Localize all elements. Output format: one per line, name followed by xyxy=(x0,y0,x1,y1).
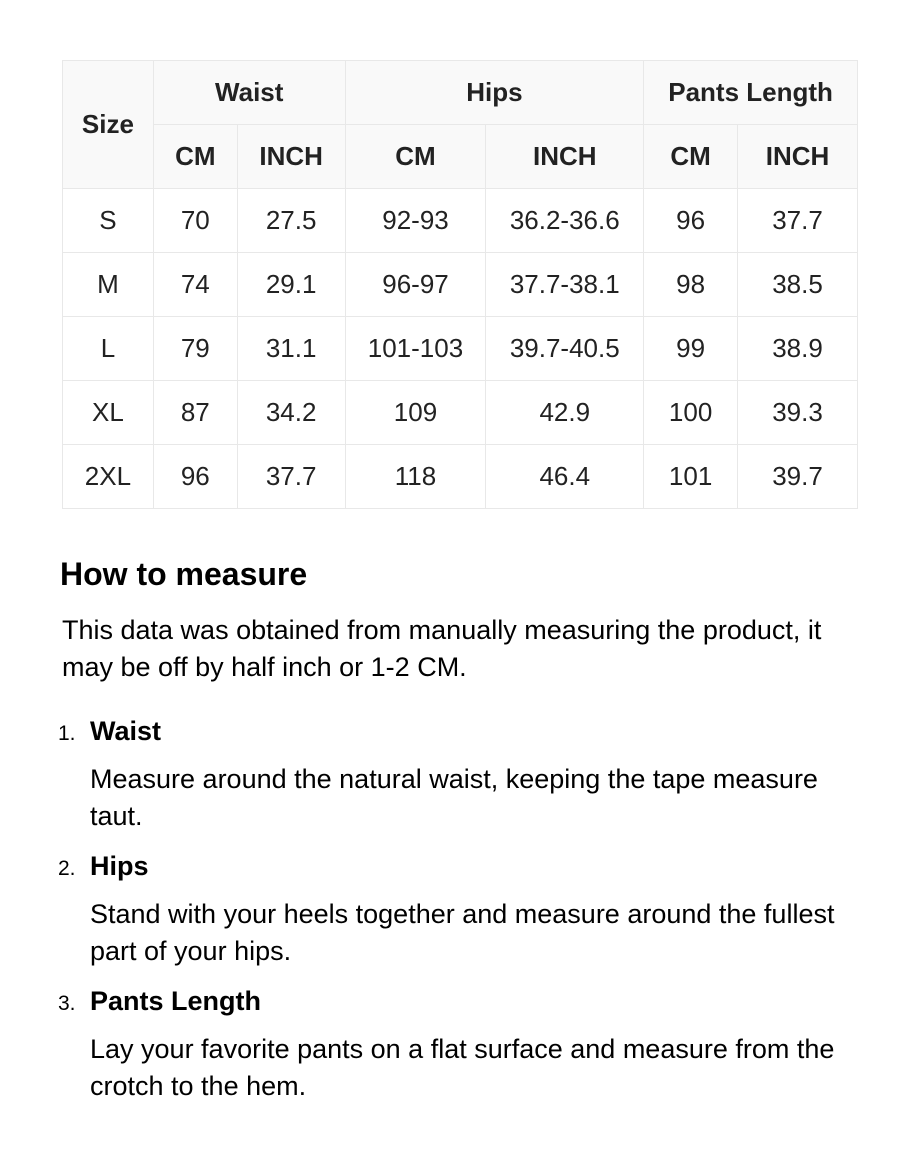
col-header-pants-cm: CM xyxy=(643,124,739,189)
table-row-2xl: 2XL 96 37.7 118 46.4 101 39.7 xyxy=(62,444,858,509)
pants-inch-value: 39.7 xyxy=(737,444,858,509)
size-label: S xyxy=(62,188,154,253)
step-number: 1. xyxy=(58,722,76,745)
measure-steps-list: 1. Waist Measure around the natural wais… xyxy=(58,713,858,1105)
hips-cm-value: 118 xyxy=(344,444,487,509)
waist-inch-value: 34.2 xyxy=(236,380,346,445)
step-number: 3. xyxy=(58,992,76,1015)
pants-cm-value: 96 xyxy=(643,188,739,253)
size-label: XL xyxy=(62,380,154,445)
how-to-measure-title: How to measure xyxy=(60,556,308,592)
col-header-size: Size xyxy=(62,60,154,189)
list-item-waist: 1. Waist Measure around the natural wais… xyxy=(58,713,858,835)
step-header: 2. Hips xyxy=(58,848,858,887)
hips-inch-value: 37.7-38.1 xyxy=(485,252,645,317)
waist-cm-value: 96 xyxy=(152,444,238,509)
step-description: Measure around the natural waist, keepin… xyxy=(90,764,818,831)
how-to-measure-intro: This data was obtained from manually mea… xyxy=(62,615,822,682)
waist-inch-value: 37.7 xyxy=(236,444,346,509)
pants-inch-value: 38.9 xyxy=(737,316,858,381)
col-group-hips: Hips xyxy=(344,60,645,125)
size-label: M xyxy=(62,252,154,317)
waist-inch-value: 31.1 xyxy=(236,316,346,381)
size-label: L xyxy=(62,316,154,381)
table-row-m: M 74 29.1 96-97 37.7-38.1 98 38.5 xyxy=(62,252,858,317)
hips-inch-value: 39.7-40.5 xyxy=(485,316,645,381)
table-row-xl: XL 87 34.2 109 42.9 100 39.3 xyxy=(62,380,858,445)
header-row-groups: Size Waist Hips Pants Length xyxy=(62,60,858,189)
hips-inch-value: 46.4 xyxy=(485,444,645,509)
size-chart-header: Size Waist Hips Pants Length CM INCH CM … xyxy=(62,60,858,189)
hips-cm-value: 109 xyxy=(344,380,487,445)
step-description: Lay your favorite pants on a flat surfac… xyxy=(90,1034,835,1101)
col-header-waist-inch: INCH xyxy=(236,124,346,189)
waist-inch-value: 29.1 xyxy=(236,252,346,317)
waist-cm-value: 79 xyxy=(152,316,238,381)
step-term: Pants Length xyxy=(90,986,262,1016)
size-label: 2XL xyxy=(62,444,154,509)
size-chart-table: Size Waist Hips Pants Length CM INCH CM … xyxy=(62,60,858,509)
waist-cm-value: 87 xyxy=(152,380,238,445)
step-term: Hips xyxy=(90,851,149,881)
step-number: 2. xyxy=(58,857,76,880)
hips-cm-value: 92-93 xyxy=(344,188,487,253)
pants-inch-value: 38.5 xyxy=(737,252,858,317)
pants-cm-value: 100 xyxy=(643,380,739,445)
hips-cm-value: 101-103 xyxy=(344,316,487,381)
pants-cm-value: 99 xyxy=(643,316,739,381)
waist-inch-value: 27.5 xyxy=(236,188,346,253)
col-header-hips-cm: CM xyxy=(344,124,487,189)
header-row-units: CM INCH CM INCH CM INCH xyxy=(63,124,858,189)
pants-inch-value: 37.7 xyxy=(737,188,858,253)
step-header: 1. Waist xyxy=(58,713,858,752)
size-chart-body: S 70 27.5 92-93 36.2-36.6 96 37.7 M 74 2… xyxy=(62,188,858,509)
pants-cm-value: 101 xyxy=(643,444,739,509)
step-header: 3. Pants Length xyxy=(58,983,858,1022)
hips-cm-value: 96-97 xyxy=(344,252,487,317)
col-header-pants-inch: INCH xyxy=(737,124,858,189)
hips-inch-value: 36.2-36.6 xyxy=(485,188,645,253)
waist-cm-value: 74 xyxy=(152,252,238,317)
hips-inch-value: 42.9 xyxy=(485,380,645,445)
table-row-s: S 70 27.5 92-93 36.2-36.6 96 37.7 xyxy=(62,188,858,253)
col-group-waist: Waist xyxy=(152,60,346,125)
step-description: Stand with your heels together and measu… xyxy=(90,899,835,966)
list-item-hips: 2. Hips Stand with your heels together a… xyxy=(58,848,858,970)
col-header-hips-inch: INCH xyxy=(485,124,645,189)
col-header-waist-cm: CM xyxy=(152,124,238,189)
pants-inch-value: 39.3 xyxy=(737,380,858,445)
waist-cm-value: 70 xyxy=(152,188,238,253)
pants-cm-value: 98 xyxy=(643,252,739,317)
table-row-l: L 79 31.1 101-103 39.7-40.5 99 38.9 xyxy=(62,316,858,381)
list-item-pants-length: 3. Pants Length Lay your favorite pants … xyxy=(58,983,858,1105)
step-term: Waist xyxy=(90,716,162,746)
col-group-pants-length: Pants Length xyxy=(643,60,858,125)
